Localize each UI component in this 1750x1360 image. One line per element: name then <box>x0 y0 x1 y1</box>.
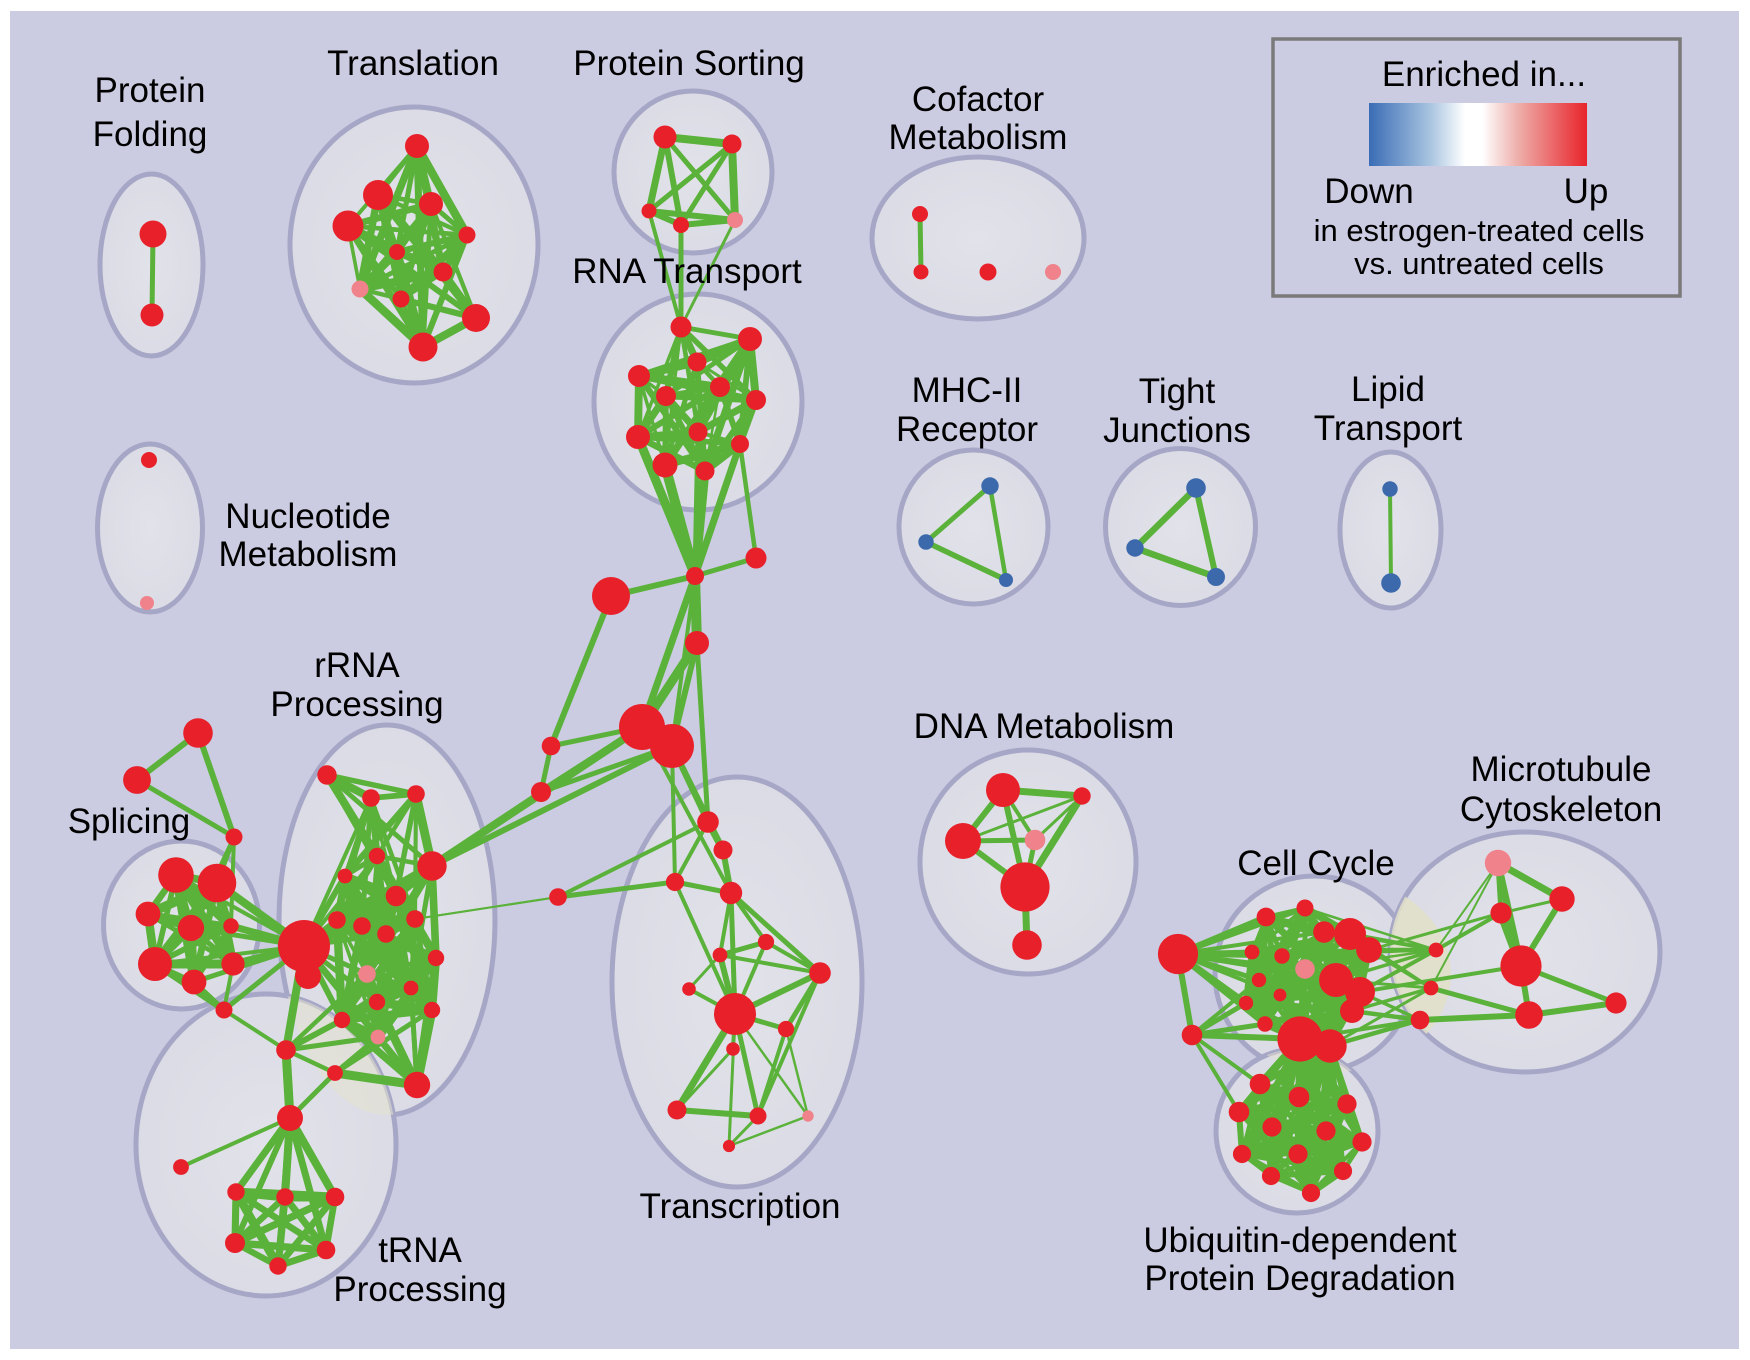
svg-text:Metabolism: Metabolism <box>889 118 1068 157</box>
svg-text:MHC-II: MHC-II <box>912 371 1023 410</box>
svg-text:Splicing: Splicing <box>68 802 191 841</box>
svg-text:Processing: Processing <box>333 1270 506 1309</box>
svg-text:Up: Up <box>1564 172 1609 211</box>
svg-text:DNA Metabolism: DNA Metabolism <box>914 707 1175 746</box>
svg-text:Cytoskeleton: Cytoskeleton <box>1460 790 1662 829</box>
svg-text:Cell Cycle: Cell Cycle <box>1237 844 1395 883</box>
svg-text:rRNA: rRNA <box>314 646 400 685</box>
svg-text:Lipid: Lipid <box>1351 370 1425 409</box>
svg-text:Tight: Tight <box>1139 372 1216 411</box>
svg-text:Processing: Processing <box>270 685 443 724</box>
svg-text:Protein: Protein <box>95 71 206 110</box>
svg-text:Folding: Folding <box>93 115 208 154</box>
svg-text:Cofactor: Cofactor <box>912 80 1045 119</box>
svg-text:Nucleotide: Nucleotide <box>225 497 390 536</box>
svg-text:Transcription: Transcription <box>640 1187 841 1226</box>
svg-text:Down: Down <box>1324 172 1413 211</box>
svg-text:Translation: Translation <box>327 44 499 83</box>
svg-text:Metabolism: Metabolism <box>219 535 398 574</box>
svg-text:Junctions: Junctions <box>1103 411 1251 450</box>
svg-text:RNA Transport: RNA Transport <box>572 252 802 291</box>
svg-text:Microtubule: Microtubule <box>1471 750 1652 789</box>
svg-text:tRNA: tRNA <box>378 1231 462 1270</box>
svg-text:in estrogen-treated cells: in estrogen-treated cells <box>1314 213 1645 248</box>
svg-text:Enriched in...: Enriched in... <box>1382 55 1586 94</box>
svg-text:vs. untreated cells: vs. untreated cells <box>1354 246 1604 281</box>
svg-text:Ubiquitin-dependent: Ubiquitin-dependent <box>1143 1221 1457 1260</box>
svg-text:Protein Degradation: Protein Degradation <box>1144 1259 1455 1298</box>
svg-text:Receptor: Receptor <box>896 410 1038 449</box>
svg-text:Protein Sorting: Protein Sorting <box>573 44 805 83</box>
svg-text:Transport: Transport <box>1314 409 1463 448</box>
